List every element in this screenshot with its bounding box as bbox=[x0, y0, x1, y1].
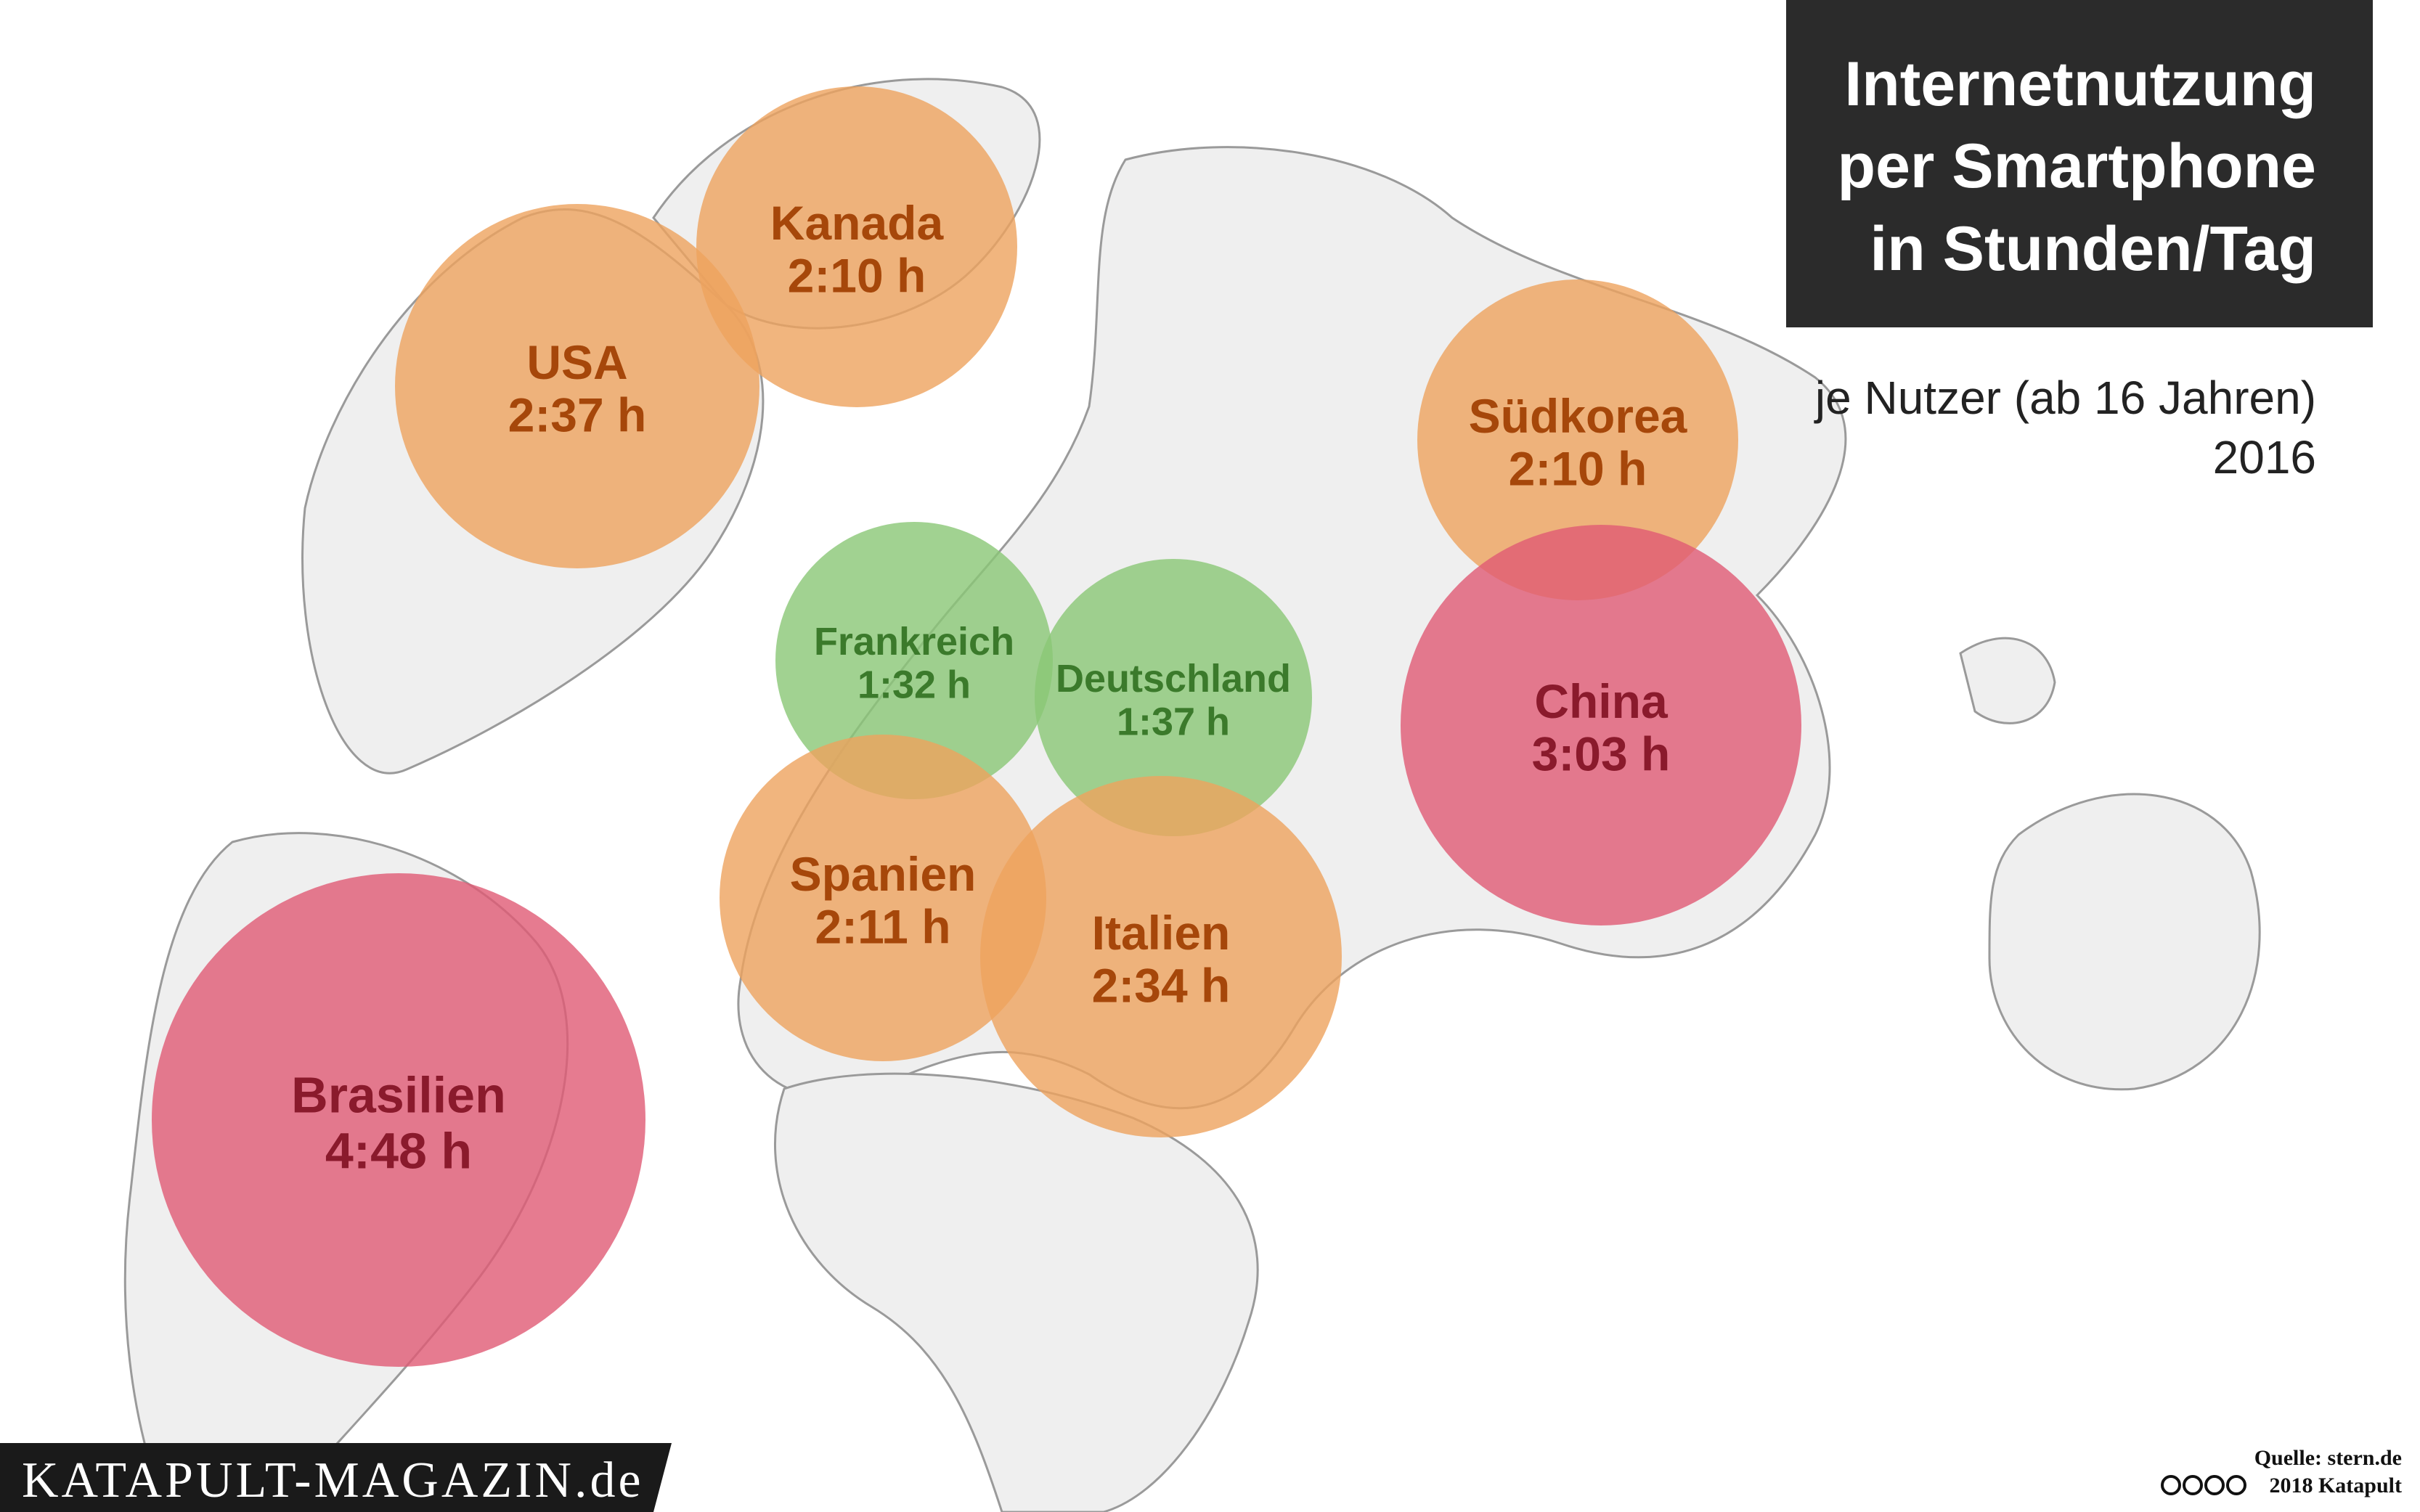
country-label: Frankreich bbox=[814, 620, 1014, 663]
country-label: Spanien bbox=[790, 847, 977, 901]
bubble bbox=[1417, 279, 1738, 600]
country-label: Deutschland bbox=[1056, 657, 1291, 700]
time-label: 2:37 h bbox=[508, 388, 647, 442]
title-line: in Stunden/Tag bbox=[1870, 214, 2316, 284]
time-label: 2:11 h bbox=[815, 900, 950, 954]
time-label: 1:32 h bbox=[857, 663, 971, 706]
country-label: Kanada bbox=[770, 196, 945, 250]
bubble bbox=[1035, 559, 1312, 836]
bubble bbox=[395, 204, 759, 568]
bubble bbox=[696, 86, 1017, 407]
brand: KATAPULT-MAGAZIN.de bbox=[22, 1452, 644, 1508]
bubble bbox=[775, 522, 1053, 799]
title-line: per Smartphone bbox=[1838, 131, 2316, 201]
bubble bbox=[1401, 525, 1801, 925]
brand-box bbox=[0, 1443, 672, 1512]
copyright: 2018 Katapult bbox=[2269, 1474, 2402, 1497]
bubble bbox=[980, 776, 1342, 1137]
title-box bbox=[1786, 0, 2373, 327]
cc-icons bbox=[2161, 1475, 2246, 1495]
time-label: 2:34 h bbox=[1092, 959, 1231, 1013]
time-label: 2:10 h bbox=[1509, 442, 1647, 496]
title-line: Internetnutzung bbox=[1844, 49, 2316, 119]
bubble bbox=[152, 873, 645, 1367]
time-label: 3:03 h bbox=[1532, 727, 1671, 781]
country-label: Südkorea bbox=[1469, 389, 1688, 443]
time-label: 4:48 h bbox=[325, 1123, 472, 1180]
source: Quelle: stern.de bbox=[2254, 1446, 2402, 1470]
country-label: Brasilien bbox=[291, 1067, 506, 1124]
bubble bbox=[720, 735, 1046, 1061]
time-label: 2:10 h bbox=[788, 249, 926, 303]
country-label: China bbox=[1534, 674, 1669, 728]
country-label: Italien bbox=[1092, 906, 1231, 960]
country-label: USA bbox=[526, 335, 627, 389]
time-label: 1:37 h bbox=[1117, 700, 1230, 743]
subtitle: je Nutzer (ab 16 Jahren) bbox=[1814, 372, 2316, 424]
year: 2016 bbox=[2213, 431, 2316, 483]
